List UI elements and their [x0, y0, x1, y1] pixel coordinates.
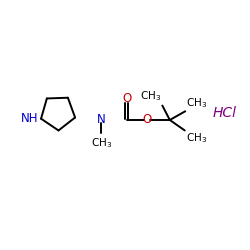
Text: N: N — [97, 114, 106, 126]
Text: NH: NH — [20, 112, 38, 125]
Text: CH$_3$: CH$_3$ — [186, 96, 208, 110]
Text: CH$_3$: CH$_3$ — [186, 132, 207, 145]
Text: HCl: HCl — [212, 106, 236, 120]
Text: O: O — [142, 114, 152, 126]
Text: CH$_3$: CH$_3$ — [140, 89, 161, 103]
Text: CH$_3$: CH$_3$ — [90, 137, 112, 150]
Text: O: O — [122, 92, 131, 104]
